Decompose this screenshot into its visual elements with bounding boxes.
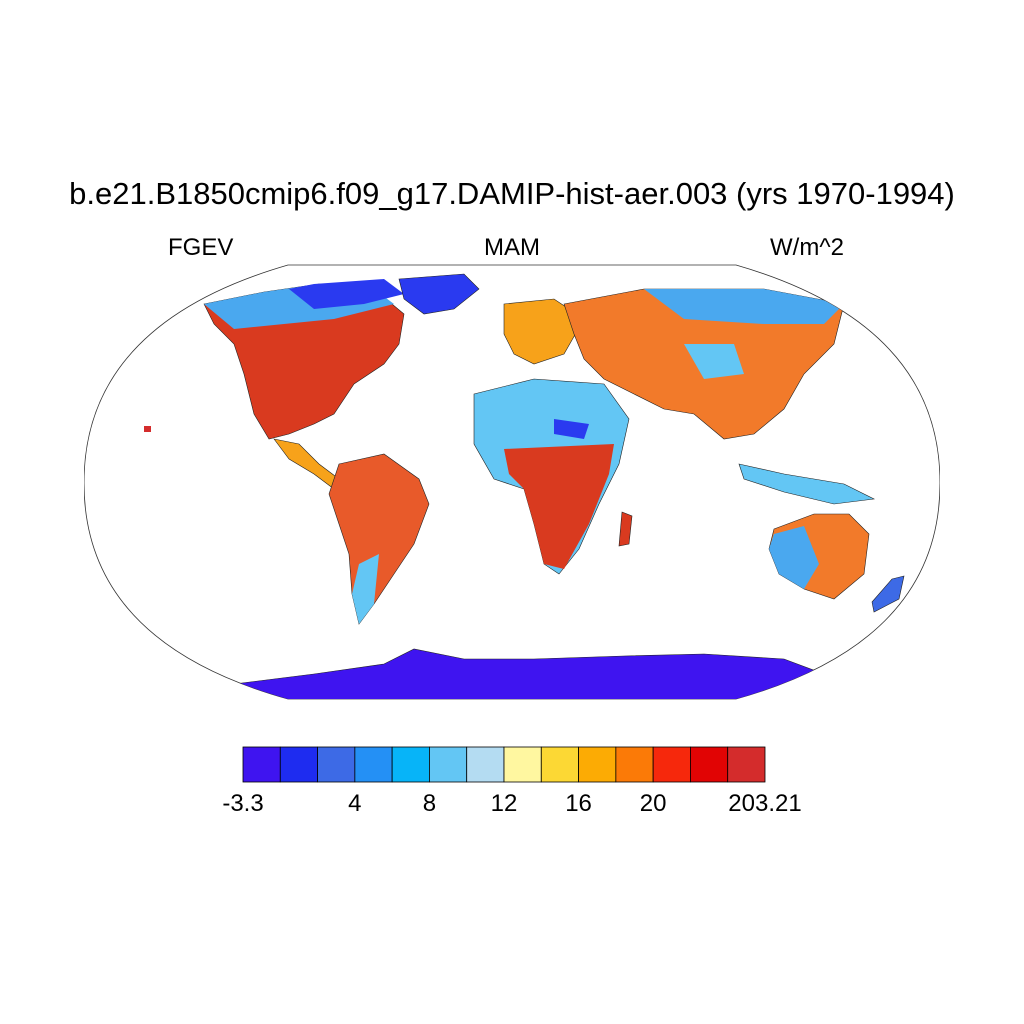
colorbar-bin — [242, 746, 281, 783]
colorbar — [242, 746, 766, 783]
colorbar-tick-label: 16 — [565, 790, 592, 817]
colorbar-tick-label: 8 — [422, 790, 437, 817]
colorbar-bin — [354, 746, 393, 783]
colorbar-bin — [279, 746, 318, 783]
colorbar-bin — [540, 746, 579, 783]
colorbar-bin — [727, 746, 766, 783]
europe — [503, 298, 585, 365]
antarctica — [233, 648, 825, 699]
colorbar-tick-label: 12 — [490, 790, 518, 817]
colorbar-bin — [615, 746, 654, 783]
colorbar-bin — [317, 746, 356, 783]
indonesia — [738, 463, 876, 505]
hawaii — [144, 426, 151, 432]
units-label: W/m^2 — [770, 234, 844, 261]
madagascar — [618, 511, 633, 547]
colorbar-tick-label: 4 — [348, 790, 362, 817]
new-zealand — [871, 575, 905, 613]
world-map — [84, 264, 940, 700]
variable-label: FGEV — [168, 234, 234, 261]
colorbar-tick-label: 203.21 — [728, 790, 802, 817]
plot-title: b.e21.B1850cmip6.f09_g17.DAMIP-hist-aer.… — [69, 176, 955, 211]
colorbar-tick-label: 20 — [639, 790, 667, 817]
greenland — [398, 273, 480, 315]
colorbar-bin — [690, 746, 729, 783]
season-label: MAM — [484, 234, 540, 261]
colorbar-bin — [578, 746, 617, 783]
colorbar-bin — [391, 746, 430, 783]
colorbar-bin — [429, 746, 468, 783]
colorbar-tick-label: -3.3 — [222, 790, 264, 817]
colorbar-bin — [503, 746, 542, 783]
colorbar-bin — [466, 746, 505, 783]
colorbar-bin — [652, 746, 691, 783]
